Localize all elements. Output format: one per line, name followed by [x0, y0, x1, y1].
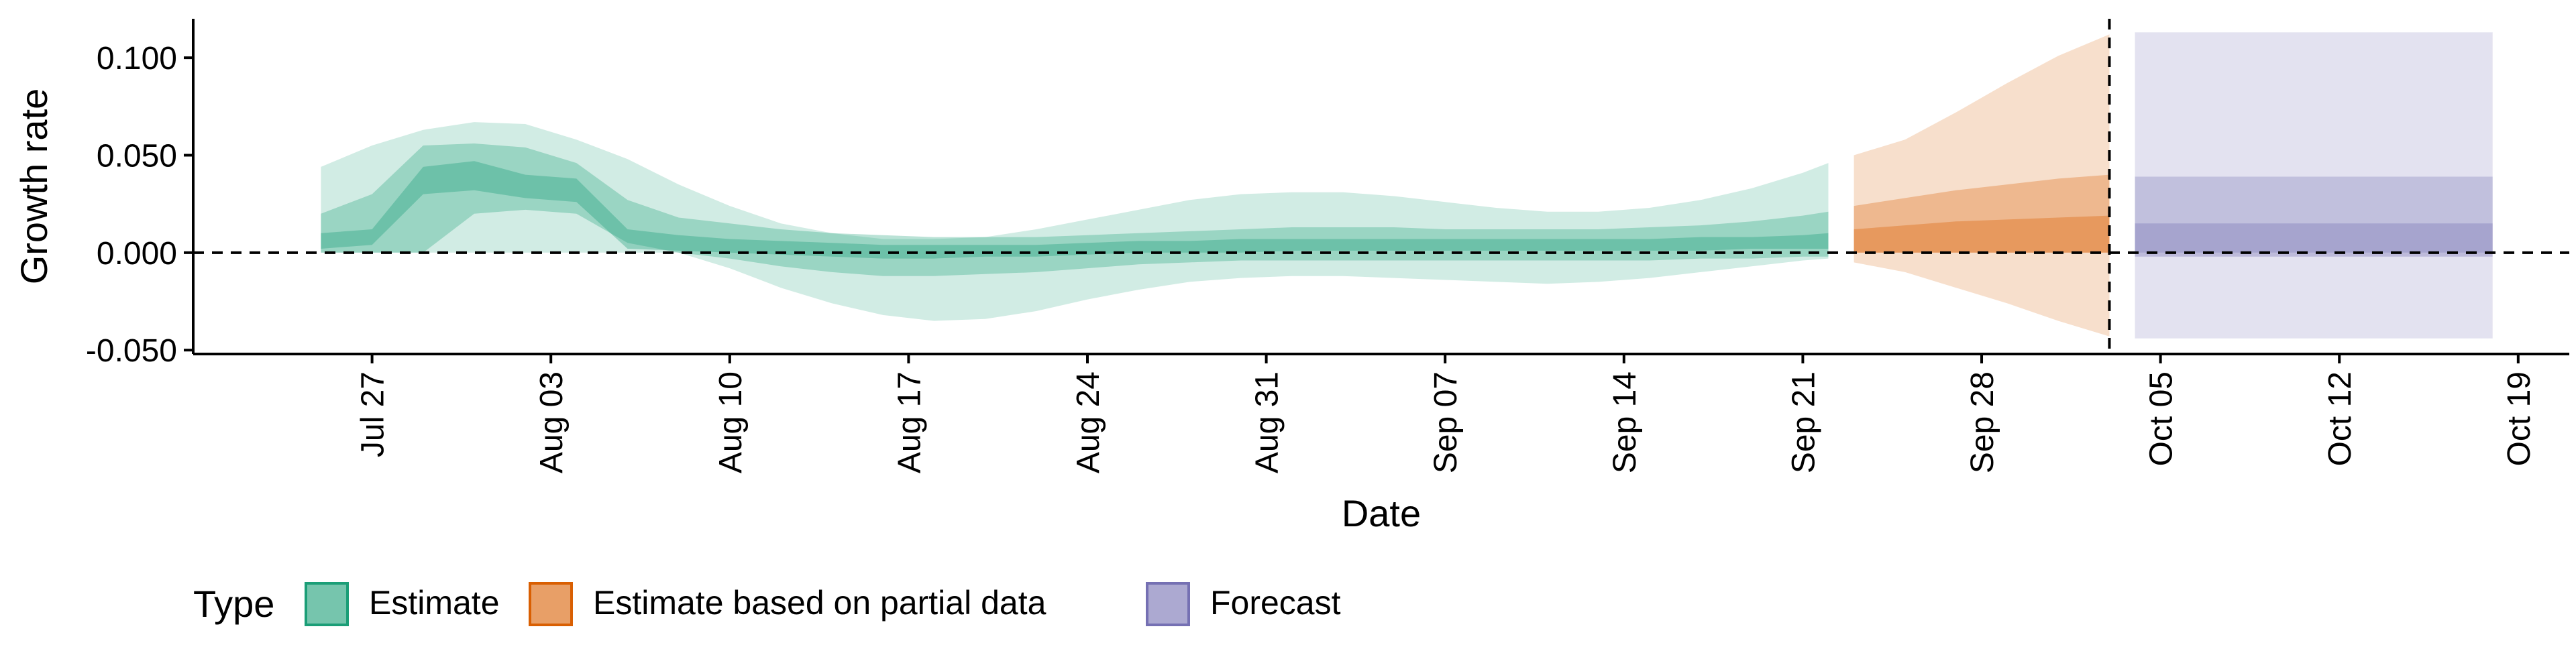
y-tick-label: 0.100 — [97, 41, 177, 76]
x-tick-label: Sep 28 — [1965, 371, 2000, 473]
band-20-0 — [321, 161, 1829, 259]
legend-items: Estimate Estimate based on partial data Fo… — [305, 582, 1341, 626]
legend-swatch — [305, 582, 349, 626]
uncertainty-bands — [321, 32, 2493, 339]
series-estimate — [321, 122, 1829, 321]
axes: -0.050 0.000 0.050 0.100 Jul 27 Aug 03 Aug 10… — [13, 19, 2569, 534]
legend-swatch — [1146, 582, 1190, 626]
series-estimate-based-on-partial-data — [1854, 34, 2110, 337]
band-90-1 — [1854, 34, 2110, 337]
legend: Type Estimate Estimate based on partial d… — [193, 582, 1341, 626]
x-axis-title: Date — [1342, 492, 1421, 534]
legend-label: Estimate based on partial data — [593, 584, 1046, 622]
y-axis-title: Growth rate — [13, 89, 55, 285]
x-tick-label: Sep 21 — [1786, 371, 1821, 473]
x-tick-label: Aug 10 — [713, 371, 749, 473]
x-tick-label: Sep 07 — [1428, 371, 1464, 473]
legend-label: Forecast — [1210, 584, 1341, 622]
y-tick-label: -0.050 — [86, 333, 177, 369]
series-forecast — [2135, 32, 2493, 339]
x-tick-label: Sep 14 — [1607, 371, 1643, 473]
x-tick-label: Aug 03 — [534, 371, 570, 473]
x-tick-label: Aug 24 — [1071, 371, 1106, 473]
y-tick-label: 0.050 — [97, 138, 177, 174]
x-tick-label: Aug 31 — [1250, 371, 1285, 473]
band-20-2 — [2135, 223, 2493, 257]
x-tick-label: Oct 12 — [2322, 371, 2358, 466]
reference-lines — [193, 19, 2569, 354]
y-tick-label: 0.000 — [97, 236, 177, 272]
legend-label: Estimate — [369, 584, 500, 622]
x-tick-label: Oct 19 — [2502, 371, 2537, 466]
band-50-2 — [2135, 176, 2493, 253]
x-tick-label: Oct 05 — [2144, 371, 2180, 466]
band-50-0 — [321, 143, 1829, 276]
x-axis-ticks: Jul 27 Aug 03 Aug 10 Aug 17 Aug 24 Aug 31 Sep … — [356, 354, 2537, 473]
band-90-0 — [321, 122, 1829, 321]
x-tick-label: Aug 17 — [892, 371, 927, 473]
legend-title: Type — [193, 583, 274, 625]
band-20-1 — [1854, 215, 2110, 253]
band-50-1 — [1854, 174, 2110, 253]
band-90-2 — [2135, 32, 2493, 339]
legend-swatch — [529, 582, 573, 626]
y-axis-ticks: -0.050 0.000 0.050 0.100 — [86, 41, 193, 369]
x-tick-label: Jul 27 — [356, 371, 391, 457]
